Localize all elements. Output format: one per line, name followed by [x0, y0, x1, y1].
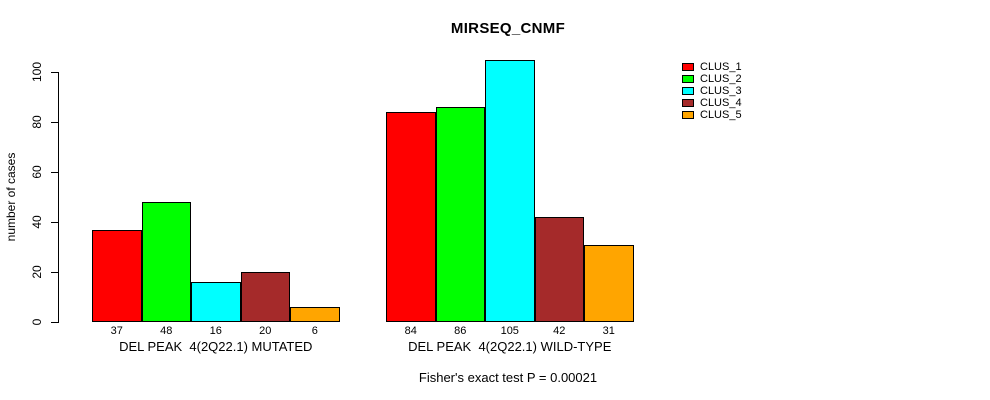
bar-clus_4-group1 [240, 272, 290, 322]
bar-clus_1-group2 [386, 112, 436, 322]
legend-swatch-clus_2 [682, 75, 694, 83]
bar-value-label: 37 [110, 325, 123, 337]
bar-clus_5-group2 [584, 244, 634, 322]
bar-value-label: 16 [209, 325, 222, 337]
legend-row: CLUS_1 [682, 61, 742, 73]
legend-swatch-clus_5 [682, 111, 694, 119]
y-tick-label: 40 [30, 215, 44, 229]
y-tick [51, 122, 58, 123]
bar-value-label: 86 [454, 325, 467, 337]
legend-label: CLUS_3 [700, 85, 742, 97]
y-tick-label: 80 [30, 115, 44, 129]
legend-swatch-clus_3 [682, 87, 694, 95]
y-tick [51, 272, 58, 273]
legend: CLUS_1 CLUS_2 CLUS_3 CLUS_4 CLUS_5 [682, 61, 742, 121]
legend-swatch-clus_4 [682, 99, 694, 107]
legend-label: CLUS_2 [700, 73, 742, 85]
bar-value-label: 105 [500, 325, 519, 337]
legend-swatch-clus_1 [682, 63, 694, 71]
bar-clus_1-group1 [92, 229, 142, 322]
y-tick [51, 322, 58, 323]
y-tick [51, 222, 58, 223]
legend-row: CLUS_4 [682, 97, 742, 109]
bar-value-label: 84 [404, 325, 417, 337]
legend-label: CLUS_1 [700, 61, 742, 73]
y-tick-label: 100 [30, 61, 44, 83]
legend-row: CLUS_2 [682, 73, 742, 85]
group-label-2: DEL PEAK 4(2Q22.1) WILD-TYPE [408, 339, 612, 354]
bar-value-label: 42 [553, 325, 566, 337]
legend-label: CLUS_5 [700, 109, 742, 121]
bar-value-label: 6 [311, 325, 318, 337]
y-tick-label: 0 [30, 318, 44, 326]
bar-clus_2-group2 [435, 107, 485, 322]
legend-label: CLUS_4 [700, 97, 742, 109]
y-axis-label: number of cases [4, 152, 18, 242]
legend-row: CLUS_5 [682, 109, 742, 121]
y-tick-label: 20 [30, 265, 44, 279]
bar-clus_4-group2 [534, 217, 584, 322]
bar-clus_3-group1 [191, 282, 241, 322]
group-label-1: DEL PEAK 4(2Q22.1) MUTATED [119, 339, 313, 354]
chart-title: MIRSEQ_CNMF [450, 20, 566, 37]
legend-row: CLUS_3 [682, 85, 742, 97]
bar-value-label: 20 [259, 325, 272, 337]
bar-value-label: 48 [160, 325, 173, 337]
bar-clus_3-group2 [485, 59, 535, 322]
y-tick [51, 72, 58, 73]
bar-clus_2-group1 [141, 202, 191, 322]
fisher-test-annotation: Fisher's exact test P = 0.00021 [418, 370, 598, 385]
y-axis-line [58, 72, 59, 323]
y-tick [51, 172, 58, 173]
y-tick-label: 60 [30, 165, 44, 179]
bar-clus_5-group1 [290, 307, 340, 322]
bar-value-label: 31 [602, 325, 615, 337]
